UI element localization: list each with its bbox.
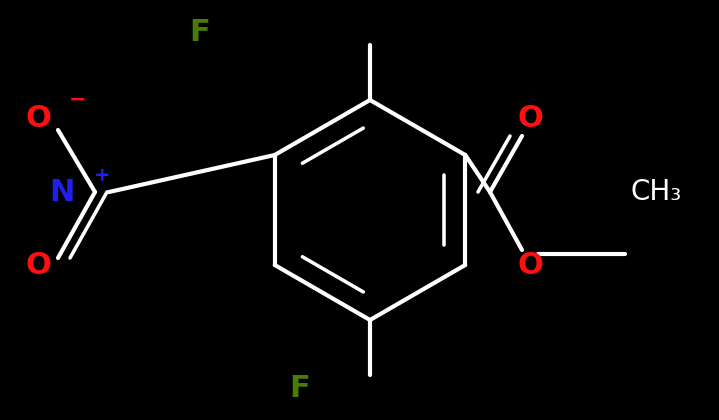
Text: F: F [290,373,311,402]
Text: N: N [50,178,75,207]
Text: −: − [69,90,87,110]
Text: O: O [517,250,543,279]
Text: O: O [517,103,543,132]
Text: CH₃: CH₃ [630,178,681,206]
Text: +: + [93,165,110,184]
Text: O: O [25,103,51,132]
Text: O: O [25,250,51,279]
Text: F: F [190,18,211,47]
